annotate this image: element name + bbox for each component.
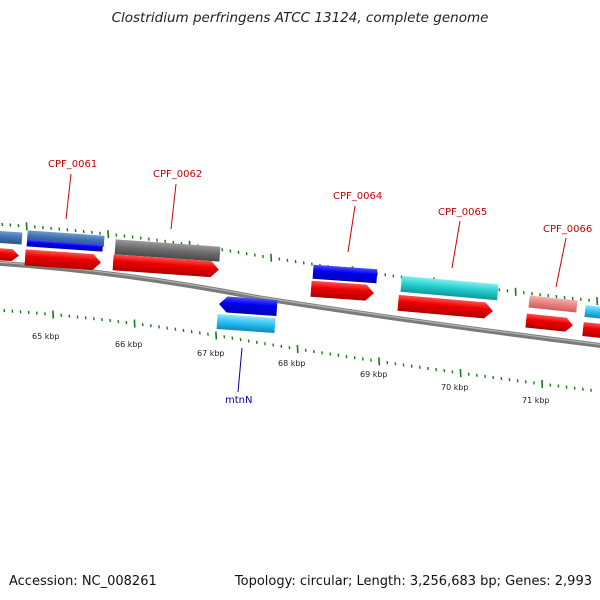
gene-label[interactable]: CPF_0061 [48,159,97,170]
cds-arrow[interactable] [397,294,493,319]
gene-block-mtnn[interactable] [216,313,276,334]
gene-label[interactable]: mtnN [225,395,252,406]
map-title: Clostridium perfringens ATCC 13124, comp… [111,10,489,26]
genome-backbone [0,260,600,348]
gene-label[interactable]: CPF_0066 [543,224,592,235]
scale-label: 69 kbp [360,370,388,379]
cds-arrow[interactable] [24,249,102,271]
gene-block-cpf-0061[interactable] [26,230,105,252]
genome-backbone-highlight [0,261,600,345]
label-connector [451,220,461,269]
gene-block-cpf-0062[interactable] [114,239,221,262]
label-connector [555,237,567,288]
accession-label: Accession: NC_008261 [9,574,157,589]
scale-label: 71 kbp [522,396,550,405]
gene-block-cpf-0065[interactable] [400,275,499,301]
gene-block[interactable] [0,230,23,245]
scale-label: 67 kbp [197,349,225,358]
gene-block-cpf-0066[interactable] [528,295,578,313]
scale-label: 68 kbp [278,359,306,368]
gene-block[interactable] [584,304,600,320]
scale-label: 65 kbp [32,332,60,341]
label-connector [237,347,243,393]
gene-label[interactable]: CPF_0065 [438,207,487,218]
cds-arrow[interactable] [0,247,19,262]
cds-arrow[interactable] [310,280,375,301]
gene-label[interactable]: CPF_0062 [153,169,202,180]
label-connector [170,183,177,230]
genome-summary: Topology: circular; Length: 3,256,683 bp… [234,574,592,589]
scale-label: 66 kbp [115,340,143,349]
scale-tick-marks [3,309,592,392]
label-connector [65,173,72,220]
cds-arrow[interactable] [112,254,220,278]
scale-label: 70 kbp [441,383,469,392]
cds-arrow[interactable] [582,322,600,339]
cds-arrow[interactable] [525,313,573,333]
gene-block-cpf-0064[interactable] [312,264,378,284]
gene-label[interactable]: CPF_0064 [333,191,382,202]
label-connector [347,205,356,253]
reverse-cds-arrow[interactable] [219,296,278,317]
